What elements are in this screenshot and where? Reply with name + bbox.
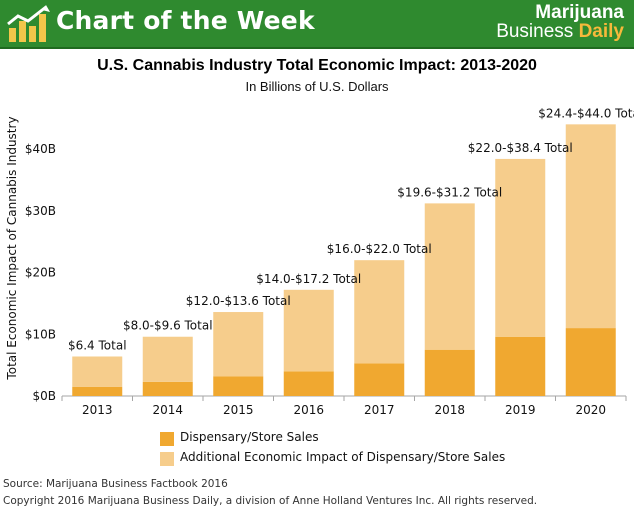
bar-chart-logo-icon xyxy=(7,5,50,42)
chart-title: U.S. Cannabis Industry Total Economic Im… xyxy=(97,57,537,74)
bar-dispensary-sales xyxy=(354,363,405,396)
bar-dispensary-sales xyxy=(424,349,475,396)
data-label-total: $19.6-$31.2 Total xyxy=(397,185,502,199)
x-tick-label: 2014 xyxy=(152,403,183,417)
bar-additional-impact xyxy=(565,124,616,329)
copyright-note: Copyright 2016 Marijuana Business Daily,… xyxy=(3,495,538,507)
brand-line-1: Marijuana xyxy=(535,2,624,23)
bar-additional-impact xyxy=(495,158,546,337)
y-axis-label: Total Economic Impact of Cannabis Indust… xyxy=(5,116,19,380)
bar-dispensary-sales xyxy=(495,336,546,396)
y-tick-label: $20B xyxy=(25,266,56,280)
data-label-total: $8.0-$9.6 Total xyxy=(123,319,213,333)
chart-subtitle: In Billions of U.S. Dollars xyxy=(245,79,389,94)
data-label-total: $6.4 Total xyxy=(68,338,127,352)
footer: Source: Marijuana Business Factbook 2016… xyxy=(3,476,537,510)
bar-dispensary-sales xyxy=(283,371,334,396)
header-banner: Chart of the Week Marijuana Business Dai… xyxy=(0,0,634,49)
data-label-total: $24.4-$44.0 Total xyxy=(538,106,634,120)
data-label-total: $16.0-$22.0 Total xyxy=(327,242,432,256)
bar-additional-impact xyxy=(142,336,193,382)
brand-daily: Daily xyxy=(578,21,624,42)
bar-additional-impact xyxy=(424,203,475,350)
bar-dispensary-sales xyxy=(72,386,123,396)
bars xyxy=(72,124,616,396)
bar-additional-impact xyxy=(213,312,264,377)
bar-additional-impact xyxy=(72,356,123,387)
legend-label-dispensary: Dispensary/Store Sales xyxy=(180,430,319,444)
data-label-total: $12.0-$13.6 Total xyxy=(186,294,291,308)
y-tick-label: $30B xyxy=(25,204,56,218)
bar-additional-impact xyxy=(283,289,334,372)
legend-swatch-dispensary xyxy=(160,432,174,446)
bar-dispensary-sales xyxy=(142,381,193,396)
y-tick-label: $10B xyxy=(25,327,56,341)
brand-logo: Marijuana Business Daily xyxy=(496,3,624,41)
y-tick-label: $0B xyxy=(32,389,56,403)
bar-dispensary-sales xyxy=(565,328,616,396)
data-labels: $6.4 Total $8.0-$9.6 Total $12.0-$13.6 Tot… xyxy=(68,106,634,352)
brand-business: Business xyxy=(496,21,574,42)
header-title: Chart of the Week xyxy=(56,6,315,35)
x-tick-label: 2013 xyxy=(82,403,113,417)
legend-swatch-additional xyxy=(160,452,174,466)
x-tick-label: 2017 xyxy=(364,403,395,417)
x-tick-label: 2019 xyxy=(505,403,536,417)
legend-label-additional: Additional Economic Impact of Dispensary… xyxy=(180,450,506,464)
chart-plot: Total Economic Impact of Cannabis Indust… xyxy=(5,106,634,417)
bar-additional-impact xyxy=(354,260,405,364)
data-label-total: $14.0-$17.2 Total xyxy=(256,272,361,286)
bar-dispensary-sales xyxy=(213,376,264,396)
brand-line-2: Business Daily xyxy=(496,22,624,41)
x-tick-label: 2020 xyxy=(575,403,606,417)
x-tick-label: 2016 xyxy=(293,403,324,417)
y-tick-label: $40B xyxy=(25,142,56,156)
x-tick-label: 2015 xyxy=(223,403,254,417)
source-note: Source: Marijuana Business Factbook 2016 xyxy=(3,478,228,490)
x-tick-label: 2018 xyxy=(434,403,465,417)
axes: $0B $10B $20B $30B $40B 2013 2014 2015 2016 2017 2… xyxy=(25,142,627,417)
data-label-total: $22.0-$38.4 Total xyxy=(468,141,573,155)
